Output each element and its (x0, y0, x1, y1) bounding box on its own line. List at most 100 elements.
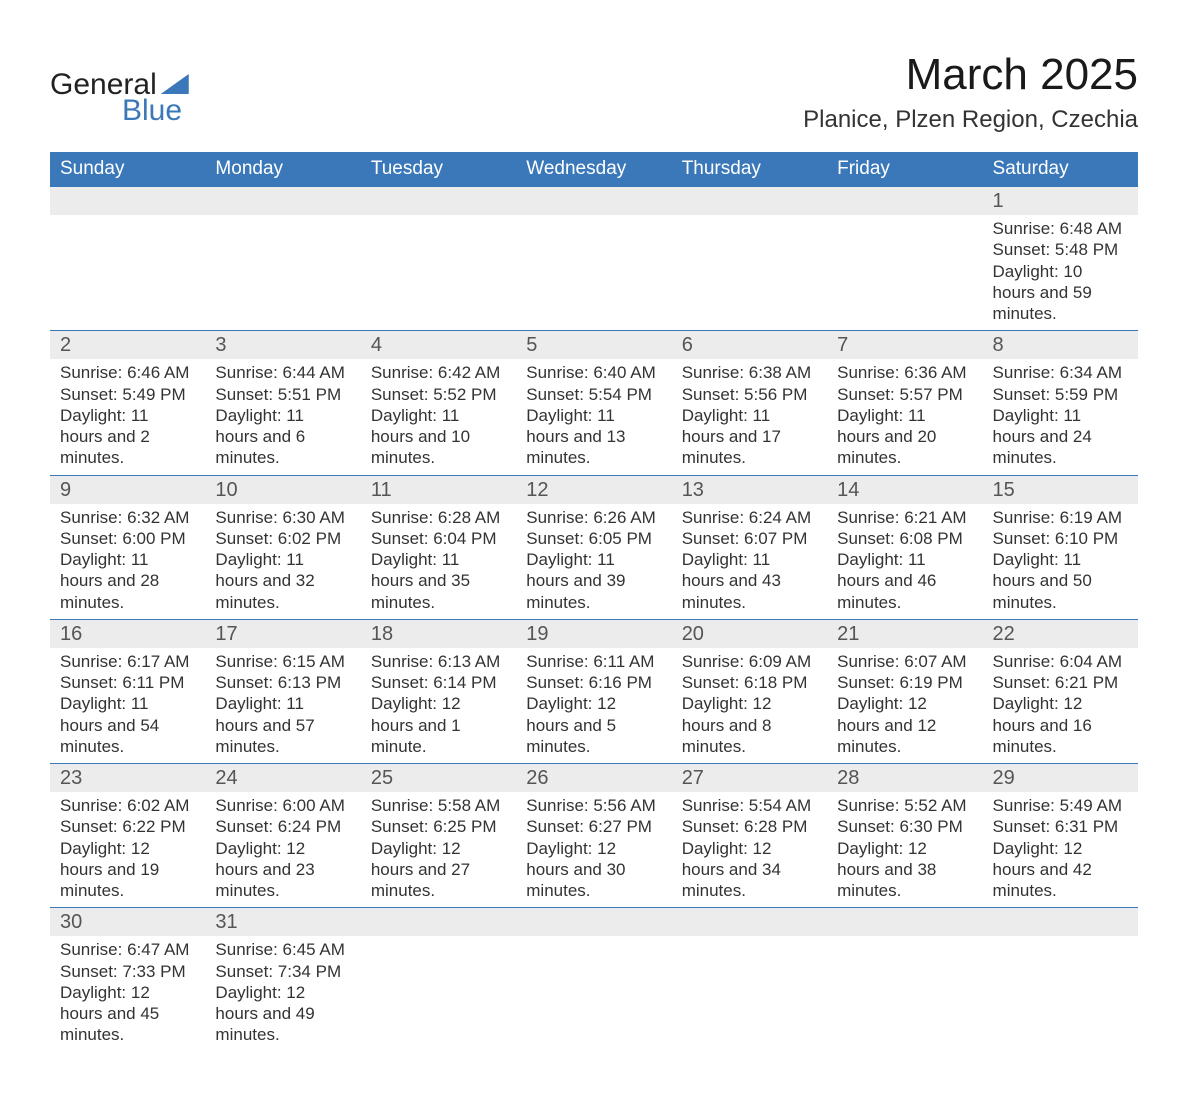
header: General Blue March 2025 Planice, Plzen R… (50, 50, 1138, 134)
day-detail-cell: Sunrise: 6:42 AMSunset: 5:52 PMDaylight:… (361, 359, 516, 475)
day-detail-cell (983, 936, 1138, 1051)
day-number-row: 1 (50, 187, 1138, 216)
day-number-cell: 14 (827, 475, 982, 504)
title-block: March 2025 Planice, Plzen Region, Czechi… (803, 50, 1138, 134)
sunrise-text: Sunrise: 6:46 AM (60, 362, 195, 383)
day-detail-cell: Sunrise: 6:09 AMSunset: 6:18 PMDaylight:… (672, 648, 827, 764)
day-number-cell: 25 (361, 764, 516, 793)
day-number-cell: 7 (827, 331, 982, 360)
day-detail-cell: Sunrise: 5:49 AMSunset: 6:31 PMDaylight:… (983, 792, 1138, 908)
sunset-text: Sunset: 7:33 PM (60, 961, 195, 982)
day-detail-cell: Sunrise: 6:36 AMSunset: 5:57 PMDaylight:… (827, 359, 982, 475)
day-detail-cell (361, 215, 516, 331)
day-number-row: 16171819202122 (50, 619, 1138, 648)
sunrise-text: Sunrise: 6:44 AM (215, 362, 350, 383)
day-number-cell: 22 (983, 619, 1138, 648)
sunset-text: Sunset: 6:07 PM (682, 528, 817, 549)
logo-word-2: Blue (122, 94, 189, 128)
day-number-cell: 29 (983, 764, 1138, 793)
day-number-cell: 28 (827, 764, 982, 793)
sunrise-text: Sunrise: 6:47 AM (60, 939, 195, 960)
sunset-text: Sunset: 6:30 PM (837, 816, 972, 837)
day-number-cell (205, 187, 360, 216)
day-number-cell: 31 (205, 908, 360, 937)
sunset-text: Sunset: 5:48 PM (993, 239, 1128, 260)
day-number-cell: 4 (361, 331, 516, 360)
day-detail-cell: Sunrise: 6:00 AMSunset: 6:24 PMDaylight:… (205, 792, 360, 908)
weekday-header: Friday (827, 152, 982, 187)
day-detail-cell: Sunrise: 6:40 AMSunset: 5:54 PMDaylight:… (516, 359, 671, 475)
day-number-row: 2345678 (50, 331, 1138, 360)
daylight-text: Daylight: 12 hours and 19 minutes. (60, 838, 195, 902)
day-number-row: 23242526272829 (50, 764, 1138, 793)
day-number-cell (516, 908, 671, 937)
day-number-cell (983, 908, 1138, 937)
day-detail-cell: Sunrise: 5:52 AMSunset: 6:30 PMDaylight:… (827, 792, 982, 908)
daylight-text: Daylight: 12 hours and 8 minutes. (682, 693, 817, 757)
sunset-text: Sunset: 6:25 PM (371, 816, 506, 837)
daylight-text: Daylight: 12 hours and 12 minutes. (837, 693, 972, 757)
daylight-text: Daylight: 11 hours and 43 minutes. (682, 549, 817, 613)
day-number-cell: 26 (516, 764, 671, 793)
sunset-text: Sunset: 6:00 PM (60, 528, 195, 549)
sunset-text: Sunset: 6:22 PM (60, 816, 195, 837)
weekday-header: Saturday (983, 152, 1138, 187)
sunset-text: Sunset: 6:14 PM (371, 672, 506, 693)
sunrise-text: Sunrise: 5:49 AM (993, 795, 1128, 816)
day-detail-cell: Sunrise: 6:19 AMSunset: 6:10 PMDaylight:… (983, 504, 1138, 620)
day-number-cell: 12 (516, 475, 671, 504)
sunset-text: Sunset: 6:24 PM (215, 816, 350, 837)
day-detail-cell (516, 215, 671, 331)
day-number-cell (361, 908, 516, 937)
day-detail-cell (516, 936, 671, 1051)
weekday-header: Wednesday (516, 152, 671, 187)
day-detail-cell: Sunrise: 5:56 AMSunset: 6:27 PMDaylight:… (516, 792, 671, 908)
day-number-cell: 11 (361, 475, 516, 504)
sunset-text: Sunset: 5:54 PM (526, 384, 661, 405)
daylight-text: Daylight: 11 hours and 2 minutes. (60, 405, 195, 469)
weekday-header: Tuesday (361, 152, 516, 187)
daylight-text: Daylight: 12 hours and 30 minutes. (526, 838, 661, 902)
day-number-cell (50, 187, 205, 216)
sunset-text: Sunset: 6:18 PM (682, 672, 817, 693)
calendar-body: 1Sunrise: 6:48 AMSunset: 5:48 PMDaylight… (50, 187, 1138, 1052)
sunset-text: Sunset: 6:05 PM (526, 528, 661, 549)
day-number-row: 3031 (50, 908, 1138, 937)
sunrise-text: Sunrise: 6:30 AM (215, 507, 350, 528)
sunrise-text: Sunrise: 6:36 AM (837, 362, 972, 383)
daylight-text: Daylight: 12 hours and 45 minutes. (60, 982, 195, 1046)
sunrise-text: Sunrise: 5:56 AM (526, 795, 661, 816)
sunrise-text: Sunrise: 6:42 AM (371, 362, 506, 383)
sunrise-text: Sunrise: 6:38 AM (682, 362, 817, 383)
day-number-cell: 27 (672, 764, 827, 793)
daylight-text: Daylight: 11 hours and 46 minutes. (837, 549, 972, 613)
day-detail-cell: Sunrise: 6:21 AMSunset: 6:08 PMDaylight:… (827, 504, 982, 620)
daylight-text: Daylight: 12 hours and 49 minutes. (215, 982, 350, 1046)
day-number-cell (672, 187, 827, 216)
day-detail-cell: Sunrise: 5:54 AMSunset: 6:28 PMDaylight:… (672, 792, 827, 908)
day-detail-row: Sunrise: 6:02 AMSunset: 6:22 PMDaylight:… (50, 792, 1138, 908)
daylight-text: Daylight: 11 hours and 24 minutes. (993, 405, 1128, 469)
sunrise-text: Sunrise: 6:15 AM (215, 651, 350, 672)
sunset-text: Sunset: 6:31 PM (993, 816, 1128, 837)
day-detail-cell (672, 936, 827, 1051)
sunrise-text: Sunrise: 6:40 AM (526, 362, 661, 383)
day-number-cell: 15 (983, 475, 1138, 504)
sunset-text: Sunset: 5:49 PM (60, 384, 195, 405)
day-number-cell: 5 (516, 331, 671, 360)
day-number-cell: 17 (205, 619, 360, 648)
sunrise-text: Sunrise: 5:52 AM (837, 795, 972, 816)
sunrise-text: Sunrise: 6:02 AM (60, 795, 195, 816)
day-number-cell (672, 908, 827, 937)
day-number-cell: 30 (50, 908, 205, 937)
sunset-text: Sunset: 6:02 PM (215, 528, 350, 549)
day-number-cell: 16 (50, 619, 205, 648)
day-number-cell: 24 (205, 764, 360, 793)
day-number-cell (361, 187, 516, 216)
sunset-text: Sunset: 5:57 PM (837, 384, 972, 405)
month-title: March 2025 (803, 50, 1138, 100)
day-detail-cell: Sunrise: 6:13 AMSunset: 6:14 PMDaylight:… (361, 648, 516, 764)
day-detail-cell (361, 936, 516, 1051)
day-detail-cell: Sunrise: 6:38 AMSunset: 5:56 PMDaylight:… (672, 359, 827, 475)
day-detail-cell: Sunrise: 6:11 AMSunset: 6:16 PMDaylight:… (516, 648, 671, 764)
